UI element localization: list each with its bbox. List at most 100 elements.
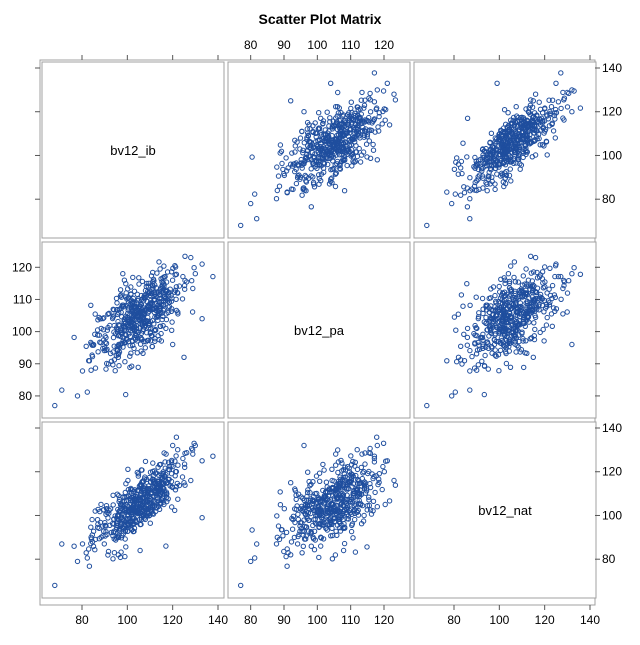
data-point [160,323,166,329]
data-point [74,393,81,399]
data-point [498,325,504,331]
data-point [380,463,386,470]
data-point [74,558,81,565]
data-point [98,501,104,508]
data-point [499,337,505,344]
data-point [372,489,378,496]
data-point [176,482,183,489]
data-point [524,132,530,139]
data-point [281,548,287,555]
data-point [335,447,341,453]
data-point [505,328,511,334]
data-point [173,434,180,440]
data-point [117,293,124,299]
data-point [528,97,534,103]
data-point [158,480,165,487]
data-point [551,292,558,298]
data-point [449,200,455,207]
data-point [147,493,153,499]
data-point [548,104,555,110]
data-point [137,318,144,324]
data-point [175,496,181,502]
data-point [329,484,336,491]
data-point [172,272,178,278]
data-point [511,332,517,338]
data-point [311,181,317,187]
data-point [313,473,320,479]
data-point [342,128,348,134]
data-point [561,277,567,284]
data-point [103,511,109,517]
data-point [552,106,559,113]
data-point [130,298,136,305]
data-point [310,498,317,505]
matrix-axes: 80 90 100 110 120 80 100 120 140 80 90 100 110 120 80 1… [12,38,622,627]
data-point [473,325,479,331]
data-point [138,348,144,354]
y-tick-label: 80 [19,389,33,403]
data-point [362,128,369,135]
data-point [301,109,307,115]
data-point [111,307,117,313]
data-point [277,502,284,508]
data-point [105,548,112,555]
x-tick-label: 110 [341,38,360,52]
data-point [147,321,153,327]
data-point [344,487,350,493]
data-point [86,563,93,569]
data-point [172,487,179,493]
data-point [367,484,374,491]
data-point [94,524,101,531]
data-point [126,521,132,527]
data-point [292,168,298,175]
data-point [471,330,477,337]
data-point [146,308,152,314]
data-point [374,434,380,440]
data-point [511,326,517,332]
data-point [467,368,473,374]
data-point [305,510,311,516]
x-tick-label: 140 [208,613,228,627]
data-point [117,287,124,293]
data-point [492,139,498,145]
data-point [127,342,133,349]
data-point [298,525,304,532]
data-point [117,327,124,333]
data-point [519,294,526,300]
data-point [151,293,157,300]
data-point [521,364,527,371]
data-point [300,147,306,154]
matrix-cell-1-0 [41,241,225,419]
data-point [367,97,373,103]
data-point [304,501,311,507]
data-point [280,533,286,539]
data-point [512,335,518,342]
data-point [564,290,571,296]
data-point [467,175,473,181]
data-point [499,170,505,177]
data-point [530,354,536,360]
data-point [341,188,348,194]
x-tick-label: 100 [117,613,137,627]
data-point [318,511,325,517]
data-point [110,502,116,508]
data-point [173,484,180,490]
data-point [135,296,142,302]
data-point [361,105,367,111]
data-point [308,139,314,146]
data-point [376,476,382,482]
data-point [113,522,120,528]
data-point [254,216,260,222]
data-point [370,508,376,514]
data-point [484,181,490,187]
data-point [310,160,317,167]
data-point [59,541,65,547]
data-point [537,122,544,128]
data-point [475,315,481,322]
data-point [520,336,526,342]
data-point [359,451,365,457]
data-point [135,471,142,477]
data-point [348,142,354,148]
data-point [298,494,304,500]
data-point [367,127,373,133]
